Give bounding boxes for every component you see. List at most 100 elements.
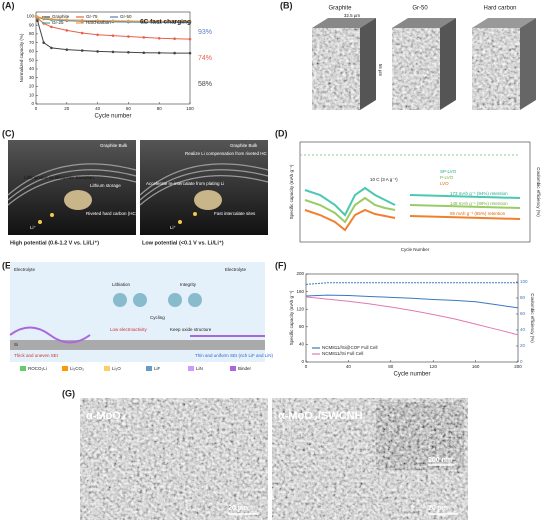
legend-entry: LiN <box>196 366 203 371</box>
scheme-text: Riveted hard carbon (HC) <box>86 211 138 216</box>
series-marker <box>173 51 176 55</box>
series-marker <box>50 17 53 21</box>
series-marker <box>127 35 130 38</box>
y-tick-label: 30 <box>29 75 35 80</box>
panel-label: (C) <box>2 128 15 138</box>
rate-label: 10 C (3 A g⁻¹) <box>370 177 398 182</box>
legend-entry: Gr-25 <box>52 20 64 25</box>
x-tick-label: 0 <box>305 364 308 369</box>
x-tick-label: 0 <box>35 106 38 111</box>
sem-inset <box>375 401 465 471</box>
panel-label: (D) <box>275 128 288 138</box>
scheme-text: Lithiophobic-to-lithiophilic transition <box>24 175 94 180</box>
y-tick-label: 100 <box>26 14 34 19</box>
legend-entry: NCM811//Si@COF Full Cell <box>322 345 378 350</box>
sei-layer <box>9 326 265 344</box>
block-side <box>440 18 456 110</box>
series-marker <box>42 41 45 44</box>
scheme-text: Cycling <box>150 315 165 320</box>
panel-e: (E) Electrolyte Si Thick and uneven SEI … <box>2 260 274 371</box>
scale-label: 56 µm <box>378 64 383 77</box>
y-tick-label: 40 <box>299 342 305 347</box>
y-tick-label: 60 <box>29 49 35 54</box>
capacity-trace <box>304 196 521 224</box>
sample-label: Hard carbon <box>483 6 516 12</box>
y-tick-label: 160 <box>296 289 304 294</box>
legend-entry: Li₂O <box>112 366 121 371</box>
panel-label: (G) <box>62 388 75 398</box>
y-tick-label: 80 <box>299 324 305 329</box>
scheme-text: Lithiation <box>112 282 131 287</box>
legend-entry: NCM811//Si Full Cell <box>322 351 363 356</box>
series-marker <box>127 51 130 54</box>
legend-entry: Gr-50 <box>120 14 132 19</box>
series-marker <box>111 19 115 23</box>
annotation: 58% <box>198 81 212 88</box>
plot-frame <box>305 273 519 363</box>
scale-label: 20 µm <box>228 505 248 512</box>
panel-label: (E) <box>2 260 14 270</box>
scale-label: 20 µm <box>428 505 448 512</box>
scheme-text: Graphite Bulk <box>100 143 128 148</box>
panel-label: (F) <box>275 260 287 270</box>
scheme-text: Low electroactivity <box>110 327 148 332</box>
series-line <box>305 282 518 285</box>
x-tick-label: 40 <box>95 106 101 111</box>
legend-entry: LiF <box>154 366 161 371</box>
scheme-text: Lithium storage <box>90 183 121 188</box>
si-particles <box>113 293 202 307</box>
panel-c: (C) Graphite Bulk Graphite Bulk Lithioph… <box>2 128 269 246</box>
x-tick-label: 60 <box>126 106 132 111</box>
y-tick-label: 200 <box>296 271 304 276</box>
series-marker <box>142 36 146 39</box>
series-marker <box>111 50 115 54</box>
retention: 148 mAh g⁻¹ (89%) retention <box>450 201 508 206</box>
annotation: 74% <box>198 55 212 62</box>
y2-tick-label: 60 <box>520 311 526 316</box>
scheme-text: Si <box>14 342 18 347</box>
series-marker <box>65 48 69 51</box>
legend-entry: Li₂CO₃ <box>70 366 84 371</box>
panel-label: (B) <box>280 0 293 10</box>
series-marker <box>80 19 84 22</box>
y-tick-label: 70 <box>29 40 35 45</box>
legend-swatch <box>146 366 152 371</box>
legend-entry: Gr-75 <box>86 14 98 19</box>
x-tick-label: 80 <box>388 364 394 369</box>
legend-entry: Binder <box>238 366 252 371</box>
series-marker <box>127 19 130 23</box>
scheme-text: Thick and uneven SEI <box>14 353 58 358</box>
series-line <box>305 296 519 336</box>
y-tick-label: 80 <box>29 31 35 36</box>
scheme-text: Graphite Bulk <box>230 143 258 148</box>
sample-label: Graphite <box>328 6 352 12</box>
graphite-layers <box>7 163 269 206</box>
x-tick-label: 20 <box>64 106 70 111</box>
scheme-bg <box>140 140 268 235</box>
scale-label: 32.5 µm <box>344 13 361 18</box>
legend-entry: ROCO₂Li <box>28 366 47 371</box>
legend-entry: P-LVO <box>440 175 454 180</box>
tomography-block <box>312 28 360 110</box>
series-marker <box>188 20 192 23</box>
scheme-bg <box>8 140 136 235</box>
scheme-text: Thin and uniform SEI (rich LiF and LiN) <box>195 353 274 358</box>
scheme-text: Li⁺ <box>30 225 37 230</box>
legend-swatch <box>20 366 26 371</box>
x-axis-label: Cycle Number <box>401 247 430 252</box>
legend-entry: LVO <box>440 181 449 186</box>
scheme-text: Accelerate re-intercalate from plating L… <box>146 181 224 186</box>
legend-swatch <box>188 366 194 371</box>
y2-tick-label: 100 <box>520 279 528 284</box>
y-tick-label: 90 <box>29 22 35 27</box>
scheme-text: Integrity <box>180 282 197 287</box>
block-top <box>392 18 456 28</box>
legend-swatch <box>62 366 68 371</box>
series-marker <box>157 19 161 23</box>
series-marker <box>142 19 146 23</box>
y-axis-label: Specific capacity (mAh g⁻¹) <box>289 290 294 345</box>
sem-image <box>80 398 268 520</box>
series-marker <box>188 37 192 41</box>
x-tick-label: 160 <box>472 364 480 369</box>
